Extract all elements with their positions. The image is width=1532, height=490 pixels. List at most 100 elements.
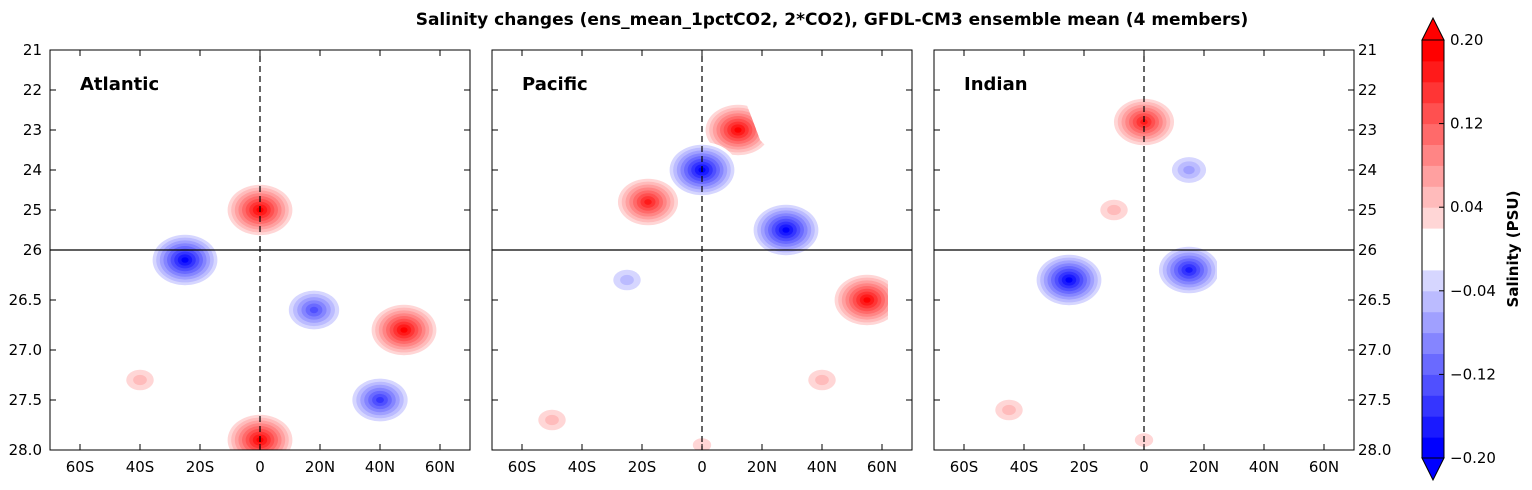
y-tick-label: 27.0	[1358, 341, 1391, 359]
contour-level	[133, 374, 147, 386]
colorbar-tick-label: −0.04	[1450, 282, 1496, 300]
contour-level	[644, 199, 652, 205]
colorbar-extend-max	[1421, 16, 1445, 41]
colorbar-tick-label: 0.12	[1450, 115, 1483, 133]
x-tick-label: 40S	[1010, 458, 1039, 476]
panel-atlantic: Atlantic 60S 40S 20S 0 20N 40N 60N 21 22 23 24 25 26 2…	[9, 41, 471, 476]
contour-level	[1185, 267, 1193, 273]
colorbar-segment	[1422, 60, 1444, 83]
colorbar: 0.20 0.12 0.04 −0.04 −0.12 −0.20 Salinity (PSU…	[1421, 16, 1522, 482]
contour-feature	[1155, 243, 1217, 297]
x-tick-label: 60N	[425, 458, 455, 476]
contour-feature	[614, 175, 682, 229]
contour-feature	[1110, 95, 1178, 149]
x-tick-label: 60S	[950, 458, 979, 476]
x-tick-label: 60S	[508, 458, 537, 476]
colorbar-segment	[1422, 353, 1444, 375]
contour-feature	[149, 232, 221, 288]
y-tick-label: 26.5	[1358, 291, 1391, 309]
salinity-field	[119, 182, 440, 450]
contour-feature	[119, 364, 161, 396]
y-tick-label: 28.0	[9, 441, 42, 459]
contour-feature	[666, 142, 738, 198]
y-tick-label: 23	[1358, 121, 1377, 139]
y-tick-label: 26.5	[9, 291, 42, 309]
x-tick-label: 60S	[66, 458, 95, 476]
x-tick-label: 20S	[1070, 458, 1099, 476]
x-tick-label: 20S	[628, 458, 657, 476]
y-tick-label: 24	[23, 161, 42, 179]
colorbar-segment	[1422, 249, 1444, 271]
x-tick-label: 60N	[1309, 458, 1339, 476]
contour-level	[181, 257, 189, 263]
x-tick-label: 20N	[747, 458, 777, 476]
colorbar-tick-label: −0.20	[1450, 449, 1496, 467]
colorbar-segment	[1422, 207, 1444, 229]
x-tick-label: 0	[1139, 458, 1149, 476]
y-tick-label: 26	[23, 241, 42, 259]
colorbar-segment	[1422, 186, 1444, 208]
y-tick-label: 27.5	[9, 391, 42, 409]
y-tick-label: 25	[23, 201, 42, 219]
colorbar-segment	[1422, 374, 1444, 396]
y-tick-label: 27.0	[9, 341, 42, 359]
y-tick-label: 27.5	[1358, 391, 1391, 409]
figure-title: Salinity changes (ens_mean_1pctCO2, 2*CO…	[416, 10, 1249, 30]
x-tick-label: 0	[255, 458, 265, 476]
colorbar-segment	[1422, 290, 1444, 313]
contour-level	[815, 374, 829, 386]
colorbar-segment	[1422, 81, 1444, 104]
x-tick-label: 20N	[305, 458, 335, 476]
colorbar-segment	[1422, 40, 1444, 62]
y-tick-label: 26	[1358, 241, 1377, 259]
x-tick-label: 20N	[1189, 458, 1219, 476]
contour-level	[400, 327, 408, 333]
y-tick-label: 21	[23, 41, 42, 59]
colorbar-tick-label: −0.12	[1450, 365, 1496, 383]
y-tick-label: 22	[1358, 81, 1377, 99]
contour-feature	[1166, 152, 1212, 188]
contour-level	[376, 396, 384, 404]
panel-indian: Indian 60S 40S 20S 0 20N 40N 60N 21 22 23 24 25 26 26.…	[933, 41, 1391, 476]
colorbar-segment	[1422, 311, 1444, 334]
colorbar-segment	[1422, 332, 1444, 354]
x-tick-label: 60N	[867, 458, 897, 476]
contour-level	[620, 274, 634, 286]
contour-feature	[831, 272, 888, 328]
x-tick-label: 40N	[365, 458, 395, 476]
colorbar-segment	[1422, 395, 1444, 417]
y-tick-label: 28.0	[1358, 441, 1391, 459]
contour-feature	[1033, 252, 1105, 308]
x-tick-label: 40S	[126, 458, 155, 476]
contour-level	[1065, 277, 1073, 283]
x-tick-label: 0	[697, 458, 707, 476]
contour-feature	[348, 375, 412, 425]
y-tick-label: 24	[1358, 161, 1377, 179]
y-tick-label: 25	[1358, 201, 1377, 219]
colorbar-segment	[1422, 102, 1444, 125]
contour-feature	[801, 364, 843, 396]
contour-level	[1002, 404, 1016, 416]
panel-label: Indian	[964, 74, 1028, 95]
x-tick-label: 40N	[807, 458, 837, 476]
colorbar-segment	[1422, 437, 1444, 459]
contour-level	[734, 127, 742, 133]
colorbar-extend-min	[1421, 457, 1445, 482]
contour-level	[545, 414, 559, 426]
y-tick-label: 22	[23, 81, 42, 99]
contour-level	[863, 297, 871, 303]
contour-level	[1107, 204, 1121, 216]
contour-feature	[1093, 194, 1135, 226]
salinity-field	[988, 95, 1217, 450]
colorbar-frame	[1421, 39, 1445, 459]
x-tick-label: 20S	[186, 458, 215, 476]
colorbar-segment	[1422, 165, 1444, 187]
x-tick-label: 40S	[568, 458, 597, 476]
panel-label: Atlantic	[80, 74, 159, 95]
contour-level	[309, 306, 319, 314]
y-tick-label: 21	[1358, 41, 1377, 59]
contour-level	[782, 227, 790, 233]
colorbar-segment	[1422, 416, 1444, 438]
colorbar-label: Salinity (PSU)	[1504, 191, 1522, 308]
